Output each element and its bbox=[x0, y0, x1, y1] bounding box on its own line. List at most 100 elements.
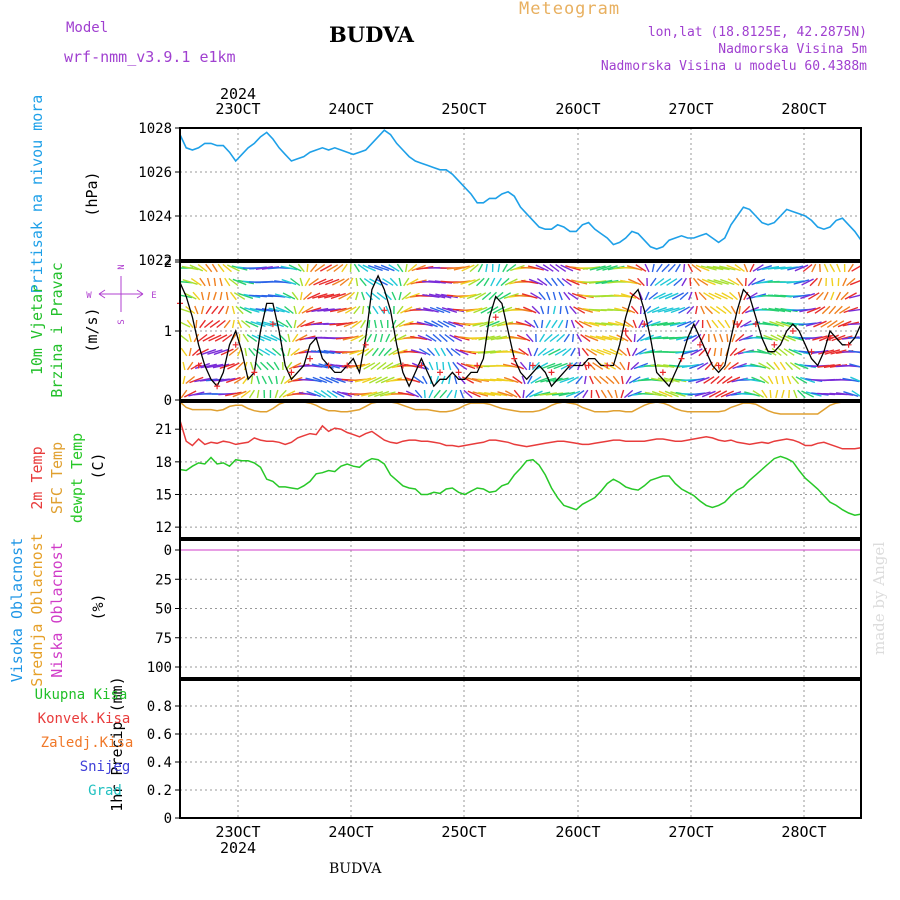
wind-arrow bbox=[553, 362, 568, 370]
wind-arrow bbox=[206, 277, 211, 287]
wind-arrow bbox=[768, 307, 786, 313]
wind-arrow bbox=[400, 306, 413, 314]
wind-arrow bbox=[432, 333, 442, 343]
precip-legend-item: Snijeg bbox=[80, 759, 131, 775]
wind-arrow bbox=[365, 291, 374, 301]
wind-arrow bbox=[578, 320, 592, 328]
wind-arrow bbox=[842, 277, 848, 287]
wind-arrow bbox=[779, 361, 787, 371]
wind-arrow bbox=[644, 291, 650, 301]
wind-arrow bbox=[850, 376, 861, 383]
wind-arrow bbox=[374, 264, 390, 272]
wind-arrow bbox=[848, 336, 861, 339]
wind-arrow bbox=[716, 375, 726, 385]
wind-arrow bbox=[621, 375, 624, 385]
wind-arrow bbox=[628, 376, 641, 384]
wind-arrow bbox=[602, 265, 618, 271]
wind-arrow bbox=[271, 347, 282, 357]
wind-arrow bbox=[720, 347, 723, 357]
compass-s: S bbox=[117, 319, 127, 324]
wind-arrow bbox=[444, 333, 455, 343]
wind-arrow bbox=[558, 391, 576, 397]
wind-gust-mark bbox=[548, 369, 555, 376]
top-date-label: 26OCT bbox=[555, 100, 600, 118]
wind-arrow bbox=[222, 333, 233, 343]
wind-arrow bbox=[312, 293, 328, 299]
wind-arrow bbox=[769, 389, 772, 399]
precip-ytick-label: 0 bbox=[164, 811, 172, 827]
wind-arrow bbox=[679, 291, 689, 301]
wind-arrow bbox=[698, 291, 707, 301]
wind-arrow bbox=[317, 293, 335, 299]
wind-arrow bbox=[555, 264, 567, 272]
wind-arrow bbox=[403, 277, 410, 287]
wind-arrow bbox=[439, 389, 448, 399]
wind-arrow bbox=[382, 278, 394, 286]
top-date-label: 24OCT bbox=[328, 100, 373, 118]
wind-arrow bbox=[703, 376, 715, 384]
dewpt-ylabel: dewpt Temp bbox=[68, 433, 86, 523]
wind-arrow bbox=[235, 361, 244, 371]
wind-arrow bbox=[317, 308, 335, 312]
wind-arrow bbox=[485, 263, 488, 273]
wind-gust-mark bbox=[455, 369, 462, 376]
page-title: BUDVA bbox=[329, 22, 414, 47]
wind-arrow bbox=[802, 263, 813, 273]
wind-arrow bbox=[183, 390, 197, 398]
wind-arrow bbox=[346, 291, 355, 301]
wind-arrow bbox=[274, 280, 292, 284]
wind-arrow bbox=[758, 362, 771, 370]
wind-arrow bbox=[629, 292, 641, 300]
wind-arrow bbox=[428, 280, 446, 284]
wind-arrow bbox=[197, 333, 208, 343]
wind-arrow bbox=[429, 306, 445, 314]
wind-arrow bbox=[713, 347, 717, 357]
wind-arrow bbox=[273, 361, 280, 371]
wind-arrow bbox=[823, 363, 841, 369]
wind-arrow bbox=[566, 278, 580, 286]
wind-arrow bbox=[180, 294, 193, 299]
pressure-line bbox=[179, 129, 862, 250]
wind-arrow bbox=[306, 390, 321, 398]
wind-arrow bbox=[313, 278, 327, 286]
wind-arrow bbox=[713, 279, 729, 285]
t2m-ylabel: 2m Temp bbox=[28, 446, 46, 509]
wind-arrow bbox=[600, 389, 607, 399]
wind-arrow bbox=[199, 277, 206, 287]
wind-arrow bbox=[250, 375, 254, 385]
wind-arrow bbox=[651, 263, 655, 273]
wind-arrow bbox=[354, 392, 372, 396]
wind-arrow bbox=[744, 277, 747, 287]
wind-arrow bbox=[559, 376, 575, 384]
wind-arrow bbox=[563, 291, 571, 301]
wind-arrow bbox=[580, 334, 591, 342]
wind-arrow bbox=[630, 305, 639, 315]
wind-arrow bbox=[490, 335, 508, 341]
wind-arrow bbox=[325, 278, 340, 286]
wind-arrow bbox=[711, 319, 719, 329]
wind-arrow bbox=[595, 389, 600, 399]
wind-arrow bbox=[188, 347, 192, 357]
wind-arrow bbox=[805, 391, 822, 397]
wind-arrow bbox=[542, 348, 555, 356]
wind-arrow bbox=[809, 277, 818, 287]
wind-arrow bbox=[806, 306, 821, 314]
wind-arrow bbox=[311, 307, 329, 313]
wind-arrow bbox=[607, 321, 625, 327]
wind-arrow bbox=[385, 333, 391, 343]
wind-arrow bbox=[794, 362, 809, 370]
bottom-date-label: 24OCT bbox=[328, 823, 373, 841]
wind-arrow bbox=[786, 280, 804, 284]
wind-arrow bbox=[250, 321, 266, 327]
wind-arrow bbox=[216, 319, 226, 329]
wind-arrow bbox=[331, 278, 345, 286]
wind-arrow bbox=[592, 362, 604, 370]
wind-arrow bbox=[320, 390, 332, 398]
wind-arrow bbox=[564, 305, 569, 315]
wind-arrow bbox=[787, 335, 804, 341]
pressure-ytick-label: 1028 bbox=[138, 121, 172, 137]
wind-arrow bbox=[373, 333, 378, 343]
precip-legend-item: Grad bbox=[88, 783, 122, 799]
wind-arrow bbox=[441, 307, 458, 313]
wind-arrow bbox=[190, 278, 202, 286]
